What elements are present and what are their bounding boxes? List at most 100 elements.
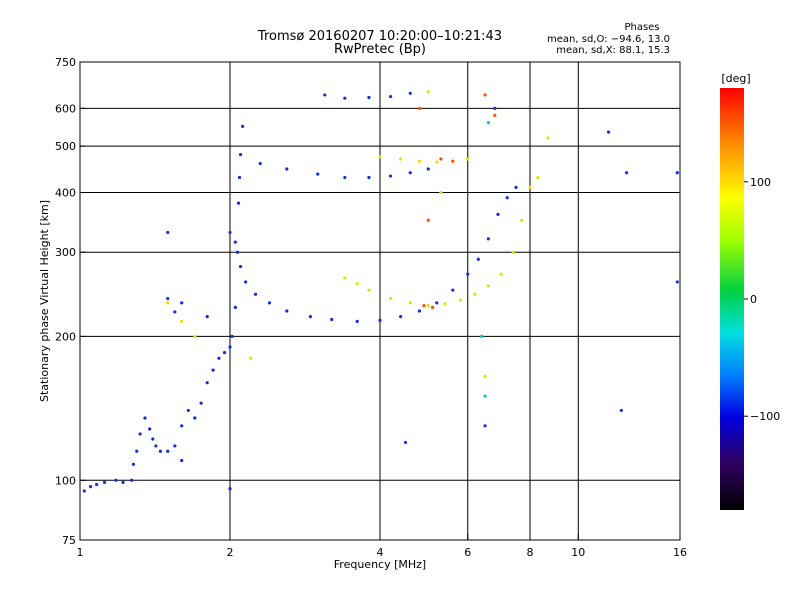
- data-point: [417, 309, 422, 313]
- data-point: [403, 440, 408, 445]
- data-point: [355, 281, 359, 286]
- data-point: [173, 310, 177, 314]
- data-point: [121, 480, 125, 484]
- data-point: [249, 356, 253, 360]
- y-tick-label: 500: [55, 140, 76, 153]
- data-point: [233, 240, 237, 244]
- data-point: [114, 478, 118, 482]
- data-point: [285, 167, 289, 171]
- y-tick-label: 750: [55, 56, 76, 69]
- data-point: [217, 356, 221, 360]
- data-point: [514, 185, 518, 189]
- data-point: [236, 201, 241, 205]
- data-point: [211, 368, 215, 372]
- data-point: [130, 478, 134, 482]
- data-point: [619, 408, 623, 413]
- data-point: [154, 444, 158, 448]
- data-point: [166, 301, 170, 305]
- data-point: [493, 113, 497, 117]
- chart-subtitle: RwPretec (Bp): [334, 42, 426, 57]
- data-point: [486, 237, 490, 241]
- data-point: [238, 264, 243, 269]
- data-point: [193, 334, 197, 338]
- x-axis-label: Frequency [MHz]: [334, 558, 426, 571]
- data-point: [408, 91, 412, 95]
- data-point: [408, 171, 412, 175]
- data-point: [378, 318, 382, 323]
- colorbar-gradient: [720, 88, 744, 510]
- data-point: [505, 196, 509, 200]
- data-point: [230, 334, 234, 338]
- data-point: [343, 276, 347, 280]
- data-point: [417, 159, 422, 163]
- data-point: [493, 106, 497, 110]
- data-point: [675, 171, 679, 175]
- data-point: [233, 305, 237, 309]
- data-point: [199, 401, 203, 405]
- y-tick-label: 75: [62, 534, 76, 547]
- data-point: [186, 408, 190, 413]
- stats-title: Phases: [624, 22, 659, 33]
- data-point: [180, 301, 184, 305]
- data-point: [388, 174, 393, 178]
- data-point: [258, 161, 262, 166]
- data-point: [439, 190, 443, 195]
- data-point: [483, 93, 487, 97]
- data-point: [439, 157, 443, 161]
- y-axis-ticks: 75 100 200 300 400 500 600 750: [55, 56, 86, 547]
- data-point: [238, 153, 243, 157]
- plot-area: 1 2 4 6 8 10 16 75 100 200 300 400 500 600 750: [55, 56, 687, 559]
- stats-x-mode: mean, sd,X: 88.1, 15.3: [556, 45, 670, 56]
- data-point: [343, 96, 347, 100]
- colorbar-tick-label: 100: [750, 176, 771, 189]
- x-tick-label: 10: [571, 546, 585, 559]
- x-axis-ticks: 1 2 4 6 8 10 16: [77, 534, 687, 559]
- x-tick-label: 16: [673, 546, 687, 559]
- colorbar-label: [deg]: [721, 72, 750, 85]
- data-point: [138, 432, 142, 436]
- data-point: [546, 136, 550, 140]
- data-point: [367, 175, 371, 180]
- data-point: [222, 350, 227, 355]
- chart-title: Tromsø 20160207 10:20:00–10:21:43: [257, 29, 502, 44]
- data-point: [426, 90, 430, 94]
- data-point: [180, 319, 184, 323]
- data-point: [193, 416, 197, 420]
- data-point: [483, 374, 487, 378]
- data-point: [388, 296, 393, 301]
- data-point: [323, 93, 327, 97]
- data-point: [486, 284, 490, 288]
- data-point: [166, 296, 170, 301]
- data-point: [486, 121, 490, 125]
- data-point: [143, 416, 147, 420]
- data-point: [451, 288, 455, 292]
- colorbar: [deg] 100 0 −100: [720, 72, 780, 510]
- data-point: [205, 381, 209, 385]
- data-point: [473, 292, 477, 296]
- data-point: [228, 230, 232, 235]
- data-point: [228, 345, 232, 349]
- data-point: [316, 172, 320, 176]
- x-tick-label: 4: [377, 546, 384, 559]
- stats-o-mode: mean, sd,O: −94.6, 13.0: [547, 34, 670, 45]
- data-point: [148, 427, 152, 431]
- data-point: [426, 303, 430, 308]
- data-point: [253, 292, 258, 296]
- data-point: [343, 175, 347, 180]
- data-point: [435, 160, 439, 164]
- data-point: [536, 175, 540, 180]
- data-point: [388, 94, 393, 99]
- x-tick-label: 2: [227, 546, 234, 559]
- data-point: [458, 298, 463, 302]
- data-point: [367, 288, 371, 292]
- data-point: [166, 449, 170, 453]
- x-tick-label: 8: [527, 546, 534, 559]
- data-point: [205, 315, 209, 319]
- x-tick-label: 6: [464, 546, 471, 559]
- data-point: [267, 301, 272, 305]
- gridlines: [80, 62, 680, 540]
- x-tick-label: 1: [77, 546, 84, 559]
- y-tick-label: 200: [55, 330, 76, 343]
- data-point: [528, 185, 532, 189]
